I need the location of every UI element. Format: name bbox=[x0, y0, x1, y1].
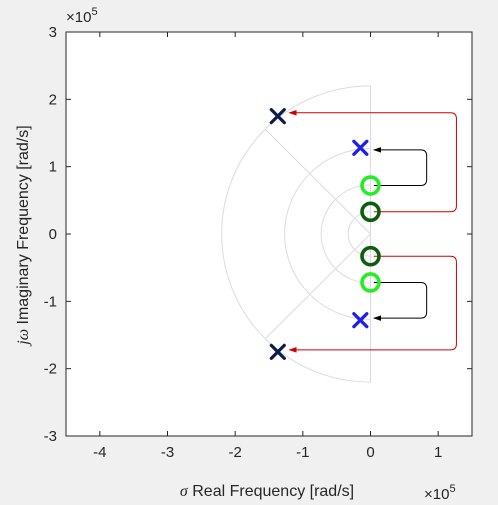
grid-arc bbox=[284, 147, 371, 321]
arrow-path bbox=[288, 110, 457, 213]
y-exponent-label: ×105 bbox=[66, 6, 98, 26]
x-exponent-power: 5 bbox=[449, 483, 455, 495]
y-tick-label: 3 bbox=[49, 24, 57, 41]
arrow-path bbox=[373, 281, 428, 321]
pole-marker-blue bbox=[352, 312, 369, 329]
zero-marker-light bbox=[360, 272, 381, 293]
x-axis-label-text: Real Frequency [rad/s] bbox=[188, 483, 354, 500]
grid-arc bbox=[221, 85, 371, 383]
markers bbox=[269, 108, 381, 360]
polar-grid bbox=[221, 85, 371, 383]
grid-ray bbox=[264, 233, 371, 340]
x-tick-label: -4 bbox=[93, 444, 106, 461]
y-tick-label: -3 bbox=[44, 428, 57, 445]
pole-marker-dark-stroke bbox=[269, 108, 286, 125]
x-axis-symbol: σ bbox=[180, 483, 189, 500]
y-tick-label: 2 bbox=[49, 91, 57, 108]
arrow-path bbox=[373, 147, 428, 187]
x-tick-label: -1 bbox=[296, 444, 309, 461]
plot-area bbox=[66, 32, 472, 436]
x-exponent-label: ×105 bbox=[424, 483, 456, 503]
pole-marker-dark-stroke bbox=[269, 343, 286, 360]
grid-ray bbox=[264, 128, 371, 235]
zero-marker-light bbox=[360, 175, 381, 196]
zero-marker-dark bbox=[360, 201, 381, 223]
pole-marker-blue-stroke bbox=[352, 139, 369, 156]
y-axis-symbol: jω bbox=[15, 329, 32, 347]
axes: -4 -3 -2 -1 0 1 -3 -2 -1 0 1 2 3 bbox=[44, 24, 473, 461]
arrows bbox=[288, 110, 457, 353]
y-tick-label: 0 bbox=[49, 226, 57, 243]
x-exponent-base: ×10 bbox=[424, 486, 449, 503]
zero-marker-dark bbox=[360, 245, 381, 267]
grid-arc bbox=[320, 184, 371, 284]
pole-marker-blue bbox=[352, 139, 369, 156]
x-tick-label: -2 bbox=[228, 444, 241, 461]
y-axis-label: jω Imaginary Frequency [rad/s] bbox=[15, 125, 32, 346]
y-tick-label: -2 bbox=[44, 361, 57, 378]
arrow-path bbox=[288, 255, 457, 353]
y-exponent-base: ×10 bbox=[66, 9, 91, 26]
pole-marker-dark bbox=[269, 343, 286, 360]
y-tick-label: -1 bbox=[44, 293, 57, 310]
x-tick-label: 0 bbox=[366, 444, 374, 461]
x-tick-label: -3 bbox=[161, 444, 174, 461]
y-exponent-power: 5 bbox=[91, 6, 97, 18]
pole-marker-dark bbox=[269, 108, 286, 125]
pole-marker-blue-stroke bbox=[352, 312, 369, 329]
x-axis-label: σ Real Frequency [rad/s] bbox=[180, 483, 354, 500]
x-tick-label: 1 bbox=[434, 444, 442, 461]
y-tick-label: 1 bbox=[49, 159, 57, 176]
y-axis-label-text: Imaginary Frequency [rad/s] bbox=[15, 125, 32, 329]
